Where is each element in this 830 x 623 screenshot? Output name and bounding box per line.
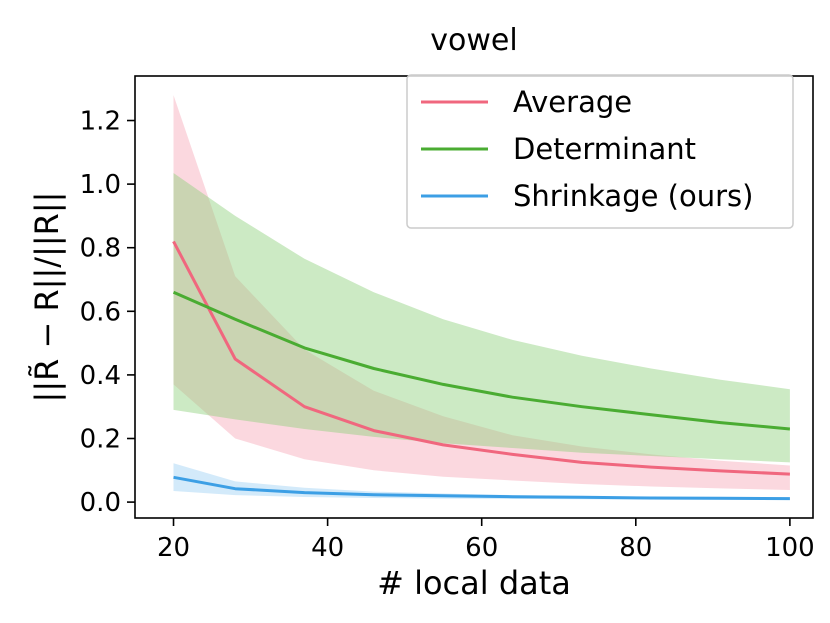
shrinkage-ours-line	[173, 475, 790, 501]
x-tick-label: 20	[157, 533, 190, 563]
average-line	[172, 240, 790, 476]
legend-box	[406, 74, 794, 229]
y-tick-label: 0.8	[80, 234, 121, 264]
x-tick-label: 100	[765, 533, 815, 563]
chart-title: vowel	[430, 23, 517, 58]
shrinkage-ours-legend-label: Shrinkage (ours)	[513, 179, 753, 213]
y-tick-label: 0.4	[80, 361, 121, 391]
y-tick-label: 0.6	[80, 297, 121, 327]
axis-ticks: 20 40 60 80 100 0.0 0.2 0.4 0.6 0.8 1.0 1.2	[80, 107, 815, 563]
average-band	[173, 95, 790, 490]
determinant-legend-label: Determinant	[513, 132, 696, 166]
y-tick-label: 0.2	[80, 425, 121, 455]
x-axis-label: # local data	[377, 564, 571, 602]
y-axis-label: ||R̃ − R||/||R||	[28, 192, 66, 403]
y-tick-label: 1.0	[80, 170, 121, 200]
series-lines	[172, 240, 791, 501]
x-tick-label: 80	[619, 533, 652, 563]
average-legend-label: Average	[513, 85, 632, 119]
shrinkage-ours-band	[173, 463, 790, 500]
y-tick-label: 1.2	[80, 107, 121, 137]
x-tick-label: 60	[465, 533, 498, 563]
x-tick-label: 40	[311, 533, 344, 563]
confidence-bands	[173, 95, 790, 500]
y-tick-label: 0.0	[80, 488, 121, 518]
legend: Average Determinant Shrinkage (ours)	[406, 74, 794, 229]
determinant-band	[173, 173, 790, 463]
determinant-line	[172, 290, 791, 431]
